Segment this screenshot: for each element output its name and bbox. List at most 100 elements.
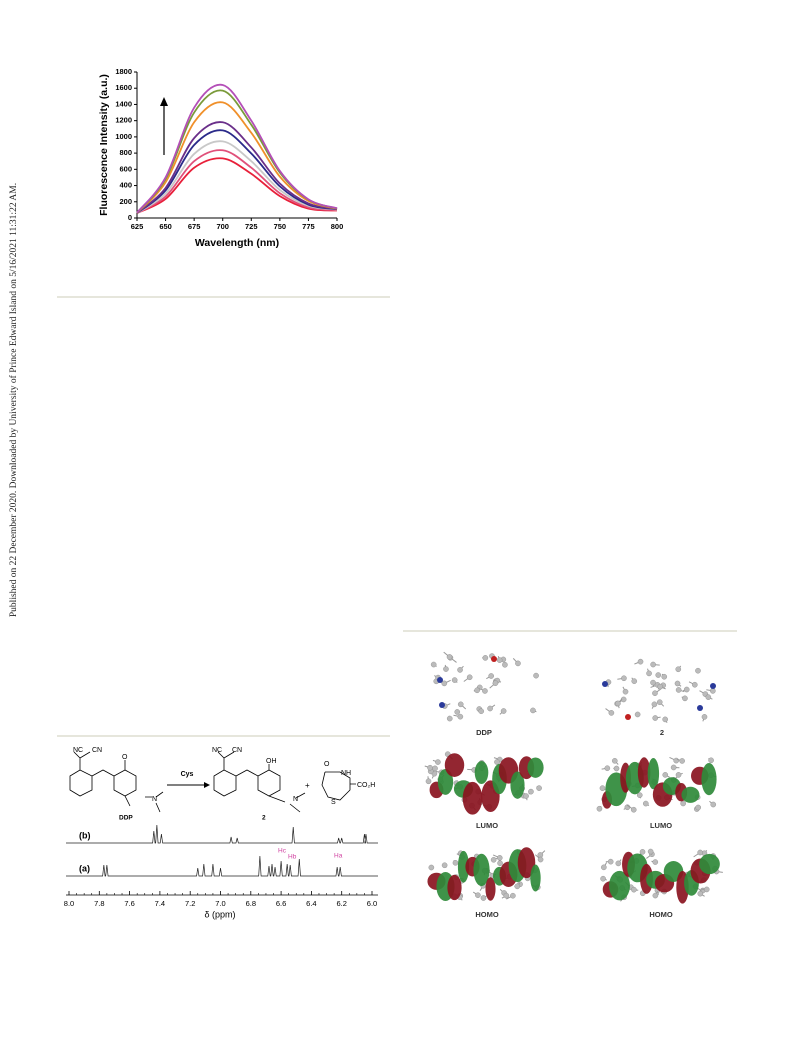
- atom: [596, 805, 603, 812]
- atom: [446, 654, 453, 660]
- atom: [530, 707, 536, 714]
- orbital-label: HOMO: [475, 910, 498, 919]
- orbital-lobe: [701, 763, 717, 796]
- atom: [478, 708, 484, 715]
- compound-label: DDP: [119, 815, 133, 822]
- chem-label: CN: [92, 747, 102, 754]
- byproduct-structure: [321, 771, 356, 801]
- orbital-lobe: [609, 870, 630, 901]
- atom: [611, 758, 618, 764]
- atom: [652, 859, 659, 865]
- chem-label: N: [293, 796, 298, 803]
- atom: [683, 686, 690, 693]
- atom: [650, 661, 656, 668]
- chem-label: N: [152, 796, 157, 803]
- atom-n: [437, 677, 443, 683]
- y-tick-label: 400: [119, 181, 132, 190]
- atom: [425, 778, 432, 785]
- atom: [708, 757, 714, 764]
- atom: [695, 804, 701, 811]
- y-tick-label: 1200: [115, 116, 132, 125]
- orbital-label: HOMO: [649, 910, 672, 919]
- nmr-tick-label: 7.8: [94, 899, 104, 908]
- atom: [637, 658, 644, 665]
- nmr-tick-label: 7.6: [124, 899, 134, 908]
- x-tick-label: 650: [159, 222, 172, 231]
- nmr-trace: [66, 855, 378, 877]
- atom: [642, 800, 649, 807]
- atom: [615, 700, 621, 707]
- atom: [613, 765, 620, 772]
- atom: [650, 679, 656, 686]
- atom: [621, 675, 627, 682]
- chem-label: S: [331, 799, 336, 806]
- atom: [514, 883, 521, 890]
- chem-label: OH: [266, 758, 277, 765]
- x-tick-label: 750: [274, 222, 287, 231]
- atom: [636, 792, 643, 798]
- orbital-label: LUMO: [476, 821, 498, 830]
- arrow-head: [160, 97, 168, 106]
- atom: [670, 764, 677, 771]
- atom: [537, 856, 544, 863]
- orbital-lobe: [473, 853, 490, 887]
- peak-annotation: Hc: [278, 848, 287, 855]
- atom: [697, 849, 704, 856]
- atom: [608, 710, 615, 716]
- y-tick-label: 1600: [115, 83, 132, 92]
- atom: [523, 793, 529, 799]
- orbital-lobe: [530, 864, 541, 892]
- atom: [675, 687, 682, 693]
- orbital-lobe: [457, 850, 470, 883]
- atom: [427, 764, 433, 771]
- nmr-tick-label: 6.0: [367, 899, 377, 908]
- nmr-tick-label: 8.0: [64, 899, 74, 908]
- reactant-amine: [145, 791, 164, 813]
- trace-label: (b): [79, 830, 91, 840]
- atom-o: [625, 714, 631, 720]
- atom: [494, 759, 500, 765]
- atom: [674, 680, 681, 687]
- y-tick-label: 1800: [115, 67, 132, 76]
- orbital-label: 2: [660, 728, 664, 737]
- atom: [710, 688, 716, 694]
- atom: [452, 860, 459, 866]
- peak-annotation: Hb: [288, 854, 297, 861]
- atom: [622, 688, 629, 695]
- atom: [502, 661, 508, 668]
- nmr-tick-label: 7.0: [215, 899, 225, 908]
- compound-label: 2: [262, 815, 266, 822]
- nmr-tick-label: 6.6: [276, 899, 286, 908]
- atom: [655, 672, 662, 678]
- reaction-scheme: NC CN O N DDP Cys NC CN OH N 2 + O NH CO…: [69, 747, 375, 822]
- product-amine: [289, 792, 306, 813]
- spectrum-line: [136, 83, 338, 214]
- atom: [646, 670, 652, 677]
- atom: [600, 875, 606, 882]
- chem-label: O: [122, 754, 128, 761]
- atom: [692, 681, 698, 688]
- orbital-lobe: [444, 753, 465, 777]
- atom-n: [439, 702, 445, 708]
- atom: [601, 864, 607, 871]
- peak-annotation: Ha: [334, 853, 343, 860]
- orbital-lobe: [527, 757, 544, 778]
- spectrum-line: [136, 157, 338, 214]
- x-tick-label: 675: [188, 222, 201, 231]
- orbital-figure: DDP 2 LUMO LUMO HOMO HOMO: [424, 651, 723, 919]
- atom: [457, 667, 463, 673]
- atom: [604, 765, 611, 772]
- orbital-lobe: [462, 781, 483, 815]
- reagent-label: Cys: [181, 771, 194, 778]
- trace-label: (a): [79, 863, 90, 873]
- atom: [515, 660, 521, 667]
- x-tick-label: 800: [331, 222, 344, 231]
- orbital-lobe: [681, 786, 700, 803]
- atom: [652, 690, 658, 697]
- atom: [647, 848, 654, 855]
- atom: [615, 860, 622, 867]
- atom: [679, 758, 685, 764]
- atom: [695, 667, 701, 674]
